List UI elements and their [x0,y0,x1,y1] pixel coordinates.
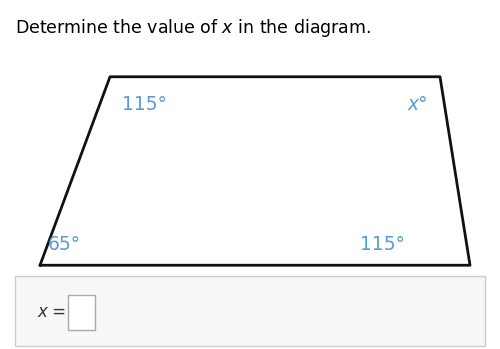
FancyBboxPatch shape [15,276,485,346]
Text: 115°: 115° [360,235,405,254]
Text: x°: x° [407,95,428,114]
Text: 115°: 115° [122,95,168,114]
Text: x =: x = [38,303,66,321]
Text: 65°: 65° [48,235,80,254]
FancyBboxPatch shape [68,295,95,330]
Text: Determine the value of $x$ in the diagram.: Determine the value of $x$ in the diagra… [15,17,371,39]
